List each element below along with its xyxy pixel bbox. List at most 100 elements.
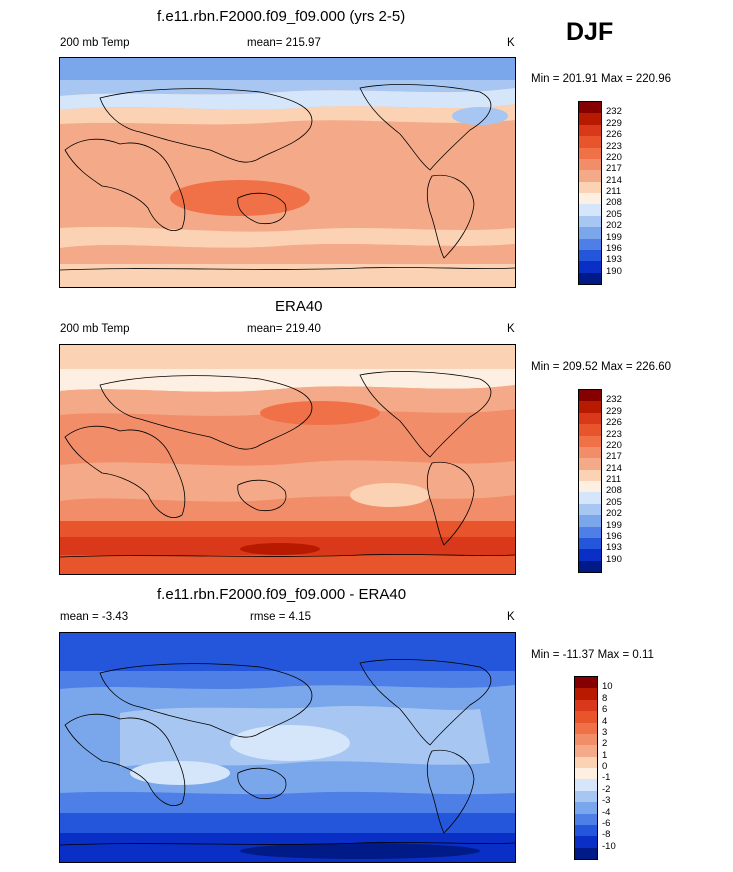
colorbar-tick-label: 205 [606,496,622,508]
colorbar-swatch [575,756,597,768]
panel-1-variable-label: 200 mb Temp [60,37,130,49]
colorbar-swatch [579,503,601,516]
panel-3-coast-australia [237,767,287,800]
colorbar-tick-label: 202 [606,508,622,520]
panel-3-coastlines [60,659,515,846]
panel-3-title: f.e11.rbn.F2000.f09_f09.000 - ERA40 [157,586,407,603]
panel-2-band-north-2 [60,385,515,416]
panel-2-coast-north-america [359,371,492,458]
colorbar-tick-label: -8 [602,829,611,841]
colorbar-swatch [579,526,601,538]
colorbar-tick-label: 205 [606,208,622,220]
panel-1-band-south-1 [60,226,515,248]
colorbar-tick-label: 196 [606,242,622,254]
colorbar-swatch [575,790,597,803]
colorbar-tick-label: 190 [606,265,622,277]
colorbar-tick-label: 2 [602,738,608,750]
colorbar-swatch [579,537,601,550]
colorbar-tick-label: 199 [606,519,622,531]
panel-2-title: ERA40 [275,298,323,315]
panel-2-coast-australia [237,479,287,512]
colorbar-tick-label: 226 [606,129,622,141]
colorbar-swatch [579,560,601,572]
panel-2-polar-north [60,345,515,369]
panel-1-band-north-3 [60,104,515,125]
panel-3-coast-antarctica [60,842,515,846]
panel-3-rmse-label: rmse = 4.15 [250,611,312,623]
panel-2-units-label: K [507,323,515,335]
colorbar-tick-label: 193 [606,542,622,554]
colorbar-swatch [575,677,597,689]
panel-3-band-south-1 [60,791,515,813]
colorbar-tick-label: 214 [606,174,622,186]
colorbar-tick-label: 211 [606,186,622,197]
colorbar-swatch [579,515,601,527]
colorbar-tick-label: 1 [602,749,608,761]
panel-1-band-south-3 [60,264,515,287]
colorbar-tick-label: 190 [606,553,622,565]
panel-1-cold-spot [452,107,508,125]
panel-2-map-svg [60,345,515,574]
colorbar-swatch [575,688,597,700]
colorbar-swatch [579,435,601,447]
colorbar-tick-label: 220 [606,151,622,163]
season-label: DJF [566,18,614,46]
panel-1-coast-south-america [426,174,475,259]
colorbar-swatch [579,424,601,436]
colorbar-swatch [579,261,601,273]
panel-3-coast-africa [64,713,186,806]
panel-1-map-svg [60,58,515,287]
panel-2-warm-jet [260,401,380,425]
colorbar-swatch [575,733,597,746]
panel-3-minmax-label: Min = -11.37 Max = 0.11 [531,649,654,661]
panel-1-coast-antarctica [60,267,515,271]
colorbar-swatch [579,412,601,425]
panel-1-coast-north-america [359,84,492,171]
panel-3-mean-label: mean = -3.43 [60,611,129,623]
panel-1-coastlines [60,84,515,271]
panel-2-coast-africa [64,425,186,518]
colorbar-swatch [579,170,601,182]
colorbar-swatch [575,711,597,723]
colorbar-tick-label: 10 [602,681,613,693]
colorbar-tick-label: 229 [606,405,622,417]
colorbar-swatch [579,458,601,470]
colorbar-tick-label: -2 [602,783,611,795]
panel-3-coast-eurasia [99,663,313,738]
colorbar-swatch [575,824,597,837]
colorbar-swatch [579,390,601,402]
colorbar-swatch [575,699,597,712]
colorbar-swatch [579,113,601,125]
panel-3-weak-bias [230,725,350,761]
colorbar-swatch [575,802,597,814]
colorbar-tick-label: 0 [602,761,608,772]
panel-1-coast-australia [237,192,287,225]
colorbar-tick-label: 211 [606,474,622,485]
colorbar-swatch [575,847,597,859]
panel-1-colorbar-boxes [578,101,602,285]
colorbar-swatch [579,102,601,114]
panel-1-warm-pool [170,180,310,216]
panel-1-minmax-label: Min = 201.91 Max = 220.96 [531,73,672,85]
colorbar-tick-label: -10 [602,840,616,852]
colorbar-tick-label: 226 [606,417,622,429]
colorbar-tick-label: 6 [602,704,608,716]
panel-3-colorbar-boxes [574,676,598,860]
panel-2-coast-antarctica [60,554,515,558]
panel-2-variable-label: 200 mb Temp [60,323,130,335]
panel-1-polar-north [60,58,515,80]
panel-3-weak-bias-2 [130,761,230,785]
panel-2-hot-spot [240,543,320,555]
panel-2-map [59,344,516,575]
panel-1-map [59,57,516,288]
colorbar-swatch [579,204,601,216]
panel-2-mean-label: mean= 219.40 [247,323,321,335]
colorbar-swatch [579,215,601,228]
panel-1-coast-eurasia [99,88,313,163]
colorbar-tick-label: 214 [606,462,622,474]
panel-2-coastlines [60,371,515,558]
colorbar-tick-label: 217 [606,451,622,463]
panel-1-coast-africa [64,138,186,231]
colorbar-tick-label: 217 [606,163,622,175]
colorbar-swatch [579,549,601,561]
